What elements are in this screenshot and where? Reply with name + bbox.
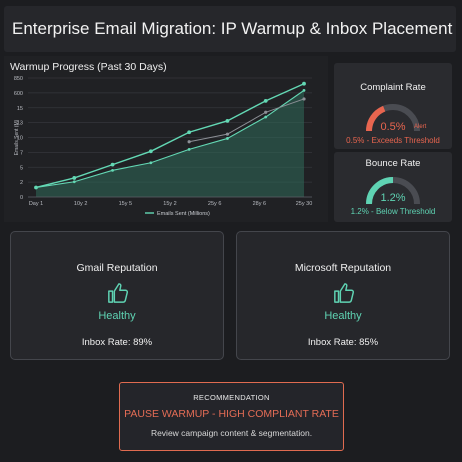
data-point-area [149, 161, 153, 165]
area-line [35, 89, 305, 189]
chart-title: Warmup Progress (Past 30 Days) [10, 61, 167, 73]
data-point [302, 81, 306, 86]
data-point [263, 98, 268, 103]
recommendation-detail: Review campaign content & segmentation. [150, 428, 313, 438]
dashboard-header: Enterprise Email Migration: IP Warmup & … [4, 6, 456, 52]
y-tick-label: 850 [14, 76, 23, 82]
data-point-area [72, 180, 76, 184]
microsoft-inbox-rate: Inbox Rate: 85% [307, 337, 379, 348]
complaint-gauge [366, 104, 420, 132]
bounce-rate-card: Bounce Rate 1.2% 1.2% - Below Threshold [334, 152, 452, 222]
complaint-rate-value: 0.5% [380, 121, 406, 133]
area-fill [36, 90, 304, 197]
data-point [110, 162, 115, 167]
gauge-fill [366, 177, 394, 205]
y-tick-label: 0 [20, 195, 23, 201]
data-point-area [187, 148, 191, 151]
data-point-area [111, 168, 114, 172]
x-tick-label: 15y 2 [163, 201, 176, 207]
y-tick-label: 600 [14, 91, 23, 97]
thumbs-up-icon [108, 283, 129, 303]
x-tick-label: 15y 5 [119, 201, 132, 207]
bounce-rate-status: 1.2% - Below Threshold [350, 207, 436, 216]
x-tick-label: 25y 30 [296, 201, 313, 207]
recommendation-label: RECOMMENDATION [193, 393, 270, 402]
data-point-area [226, 137, 229, 140]
complaint-rate-title: Complaint Rate [360, 82, 426, 93]
bounce-rate-title: Bounce Rate [365, 158, 421, 169]
y-tick-label: 7 [20, 150, 23, 156]
x-tick-label: 25y 6 [208, 201, 221, 207]
recommendation-headline: PAUSE WARMUP - HIGH COMPLIANT RATE [124, 408, 339, 420]
alert-label: Alert [414, 124, 427, 130]
x-tick-label: 10y 2 [74, 201, 87, 207]
data-point [148, 149, 153, 154]
data-point-area [302, 88, 306, 92]
warmup-chart-panel: Warmup Progress (Past 30 Days) 0 2 5 7 10 13 1… [4, 56, 328, 222]
microsoft-reputation-card: Microsoft Reputation Healthy Inbox Rate:… [236, 231, 450, 360]
recommendation-card: RECOMMENDATION PAUSE WARMUP - HIGH COMPL… [119, 382, 344, 451]
microsoft-reputation-title: Microsoft Reputation [294, 262, 392, 274]
complaint-rate-status: 0.5% - Exceeds Threshold [346, 136, 440, 145]
gmail-inbox-rate: Inbox Rate: 89% [81, 337, 153, 348]
y-tick-label: 5 [20, 165, 23, 171]
bounce-gauge [366, 177, 420, 205]
x-tick-label: Day 1 [29, 201, 43, 207]
data-point-secondary [302, 97, 306, 101]
y-tick-label: 2 [20, 180, 23, 186]
legend-label: Emails Sent (Millions) [157, 211, 210, 217]
gmail-reputation-title: Gmail Reputation [76, 262, 158, 274]
thumbs-up-icon [334, 283, 355, 303]
microsoft-status: Healthy [324, 310, 362, 322]
data-point [187, 130, 192, 135]
page-title: Enterprise Email Migration: IP Warmup & … [12, 19, 453, 38]
data-point-secondary [225, 132, 230, 136]
series-line-emails-sent [35, 83, 305, 189]
gmail-reputation-card: Gmail Reputation Healthy Inbox Rate: 89% [10, 231, 224, 360]
data-point [225, 118, 230, 123]
gauge-fill [366, 105, 386, 132]
gmail-status: Healthy [98, 310, 136, 322]
complaint-rate-card: Complaint Rate 0.5% Alert 0.5% - Exceeds… [334, 63, 452, 149]
x-tick-label: 28y 6 [253, 201, 266, 207]
y-tick-label: 13 [17, 121, 23, 127]
y-tick-label: 15 [17, 106, 23, 112]
data-point [72, 176, 77, 180]
data-point-secondary [187, 140, 191, 144]
y-axis-label: Emails Sent (M) [14, 119, 20, 155]
series-line-secondary [189, 98, 305, 143]
bounce-rate-value: 1.2% [380, 192, 406, 204]
data-point-secondary [264, 110, 268, 114]
warmup-chart: 0 2 5 7 10 13 15 600 850 Emails Sent (M) Day 1 10y … [14, 76, 313, 217]
data-point-area [34, 186, 38, 189]
y-tick-label: 10 [17, 136, 23, 142]
data-point-area [264, 115, 268, 119]
